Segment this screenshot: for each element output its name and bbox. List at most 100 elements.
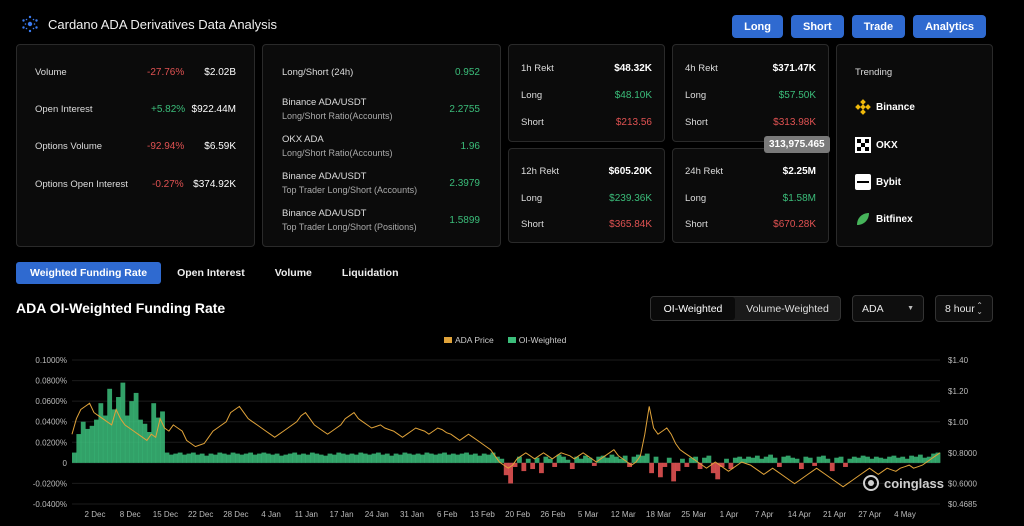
funding-rate-bar bbox=[204, 455, 209, 463]
trending-item-bybit[interactable]: Bybit bbox=[855, 174, 901, 190]
rekt-card-1h: 1h Rekt $48.32K Long $48.10K Short $213.… bbox=[508, 44, 665, 142]
funding-rate-bar bbox=[186, 453, 192, 463]
tab-open-interest[interactable]: Open Interest bbox=[177, 267, 245, 279]
funding-rate-bar bbox=[821, 455, 826, 463]
funding-rate-bar bbox=[776, 462, 782, 467]
funding-rate-bar bbox=[825, 458, 831, 463]
weighting-toggle: OI-Weighted Volume-Weighted bbox=[650, 296, 841, 321]
funding-rate-bar bbox=[129, 401, 135, 463]
stat-label: Volume bbox=[35, 67, 67, 78]
funding-rate-bar bbox=[834, 457, 840, 463]
y-right-tick-label: $0.6000 bbox=[948, 480, 977, 489]
funding-rate-bar bbox=[895, 457, 901, 463]
oi-weighted-toggle[interactable]: OI-Weighted bbox=[651, 297, 735, 320]
coinglass-watermark: coinglass bbox=[862, 474, 944, 492]
funding-rate-bar bbox=[605, 457, 610, 463]
funding-rate-bar bbox=[133, 392, 139, 463]
funding-rate-bar bbox=[287, 453, 293, 463]
trending-item-bitfinex[interactable]: Bitfinex bbox=[855, 211, 913, 227]
rekt-long-label: Long bbox=[685, 90, 707, 101]
funding-rate-bar bbox=[464, 452, 469, 463]
ratio-value: 2.3979 bbox=[449, 178, 480, 189]
rekt-total: $48.32K bbox=[614, 63, 652, 74]
stat-value: $374.92K bbox=[193, 179, 236, 190]
volume-weighted-toggle[interactable]: Volume-Weighted bbox=[746, 302, 829, 315]
trending-title: Trending bbox=[855, 67, 893, 78]
funding-rate-bar bbox=[847, 458, 853, 463]
funding-rate-bar bbox=[688, 457, 694, 463]
short-button[interactable]: Short bbox=[790, 15, 844, 38]
funding-rate-bar bbox=[759, 458, 765, 463]
rekt-long-label: Long bbox=[521, 90, 543, 101]
legend-item-price[interactable]: ADA Price bbox=[444, 335, 494, 345]
funding-rate-bar bbox=[662, 462, 668, 467]
funding-rate-bar bbox=[856, 457, 862, 463]
funding-rate-bar bbox=[442, 452, 447, 463]
long-button[interactable]: Long bbox=[732, 15, 783, 38]
funding-rate-bar bbox=[477, 455, 483, 463]
funding-rate-bar bbox=[424, 452, 430, 463]
funding-rate-bar bbox=[486, 454, 491, 463]
funding-rate-bar bbox=[913, 456, 919, 463]
y-right-tick-label: $0.8000 bbox=[948, 449, 977, 458]
y-right-tick-label: $1.20 bbox=[948, 387, 969, 396]
x-tick-label: 4 Jan bbox=[261, 510, 281, 519]
funding-rate-bar bbox=[556, 454, 562, 463]
chart-title: ADA OI-Weighted Funding Rate bbox=[16, 300, 226, 316]
binance-icon bbox=[855, 99, 871, 115]
ratio-label: Binance ADA/USDT bbox=[282, 208, 367, 219]
funding-rate-bar bbox=[618, 458, 624, 463]
stat-change: -92.94% bbox=[147, 141, 185, 152]
y-left-tick-label: 0.0400% bbox=[35, 418, 67, 427]
ratio-sublabel: Top Trader Long/Short (Positions) bbox=[282, 222, 417, 232]
trending-item-okx[interactable]: OKX bbox=[855, 137, 898, 153]
rekt-short-label: Short bbox=[521, 117, 544, 128]
chevron-down-icon: ▼ bbox=[907, 305, 914, 312]
tab-volume[interactable]: Volume bbox=[274, 267, 312, 279]
funding-rate-bar bbox=[768, 454, 773, 463]
funding-rate-bar bbox=[785, 455, 791, 463]
interval-select[interactable]: 8 hour ⌃ ⌄ bbox=[935, 295, 993, 322]
funding-rate-bar bbox=[724, 458, 729, 463]
funding-rate-bar bbox=[402, 452, 408, 463]
funding-rate-bar bbox=[265, 453, 271, 463]
x-tick-label: 2 Dec bbox=[85, 510, 106, 519]
rekt-title: 24h Rekt bbox=[685, 166, 724, 177]
rekt-short-label: Short bbox=[685, 117, 708, 128]
funding-rate-bar bbox=[499, 458, 505, 463]
tab-liquidation[interactable]: Liquidation bbox=[341, 267, 399, 279]
funding-rate-bar bbox=[173, 453, 179, 463]
funding-rate-bar bbox=[270, 454, 276, 463]
funding-rate-bar bbox=[376, 452, 381, 463]
coin-select[interactable]: ADA ▼ bbox=[852, 295, 924, 322]
trending-item-binance[interactable]: Binance bbox=[855, 99, 915, 115]
app-title: Cardano ADA Derivatives Data Analysis bbox=[48, 16, 278, 32]
x-tick-label: 4 May bbox=[894, 510, 916, 519]
funding-rate-bar bbox=[561, 456, 566, 463]
y-left-tick-label: 0.0800% bbox=[35, 377, 67, 386]
y-right-tick-label: $0.4685 bbox=[948, 500, 977, 509]
funding-rate-bar bbox=[732, 457, 738, 463]
chevron-updown-icon: ⌃ ⌄ bbox=[976, 300, 983, 316]
x-tick-label: 1 Apr bbox=[720, 510, 739, 519]
funding-rate-bar bbox=[230, 452, 236, 463]
stat-change: +5.82% bbox=[151, 104, 186, 115]
funding-rate-bar bbox=[693, 456, 699, 463]
funding-rate-bar bbox=[85, 428, 91, 463]
ratio-label: Long/Short (24h) bbox=[282, 67, 354, 78]
rekt-short-value: $365.84K bbox=[609, 219, 652, 230]
legend-item-oi-weighted[interactable]: OI-Weighted bbox=[507, 335, 566, 345]
rekt-short-value: $213.56 bbox=[615, 117, 652, 128]
ratio-value: 0.952 bbox=[454, 67, 480, 78]
funding-rate-bar bbox=[102, 415, 108, 463]
funding-rate-bar bbox=[151, 403, 157, 463]
rekt-short-label: Short bbox=[685, 219, 708, 230]
trade-button[interactable]: Trade bbox=[851, 15, 906, 38]
analytics-button[interactable]: Analytics bbox=[913, 15, 986, 38]
tab-weighted-funding-rate[interactable]: Weighted Funding Rate bbox=[16, 262, 162, 284]
trending-item-label: Bybit bbox=[876, 176, 901, 188]
funding-rate-bar bbox=[142, 423, 148, 463]
x-tick-label: 13 Feb bbox=[470, 510, 495, 519]
funding-rate-bar bbox=[578, 458, 584, 463]
funding-rate-bar bbox=[221, 453, 227, 463]
